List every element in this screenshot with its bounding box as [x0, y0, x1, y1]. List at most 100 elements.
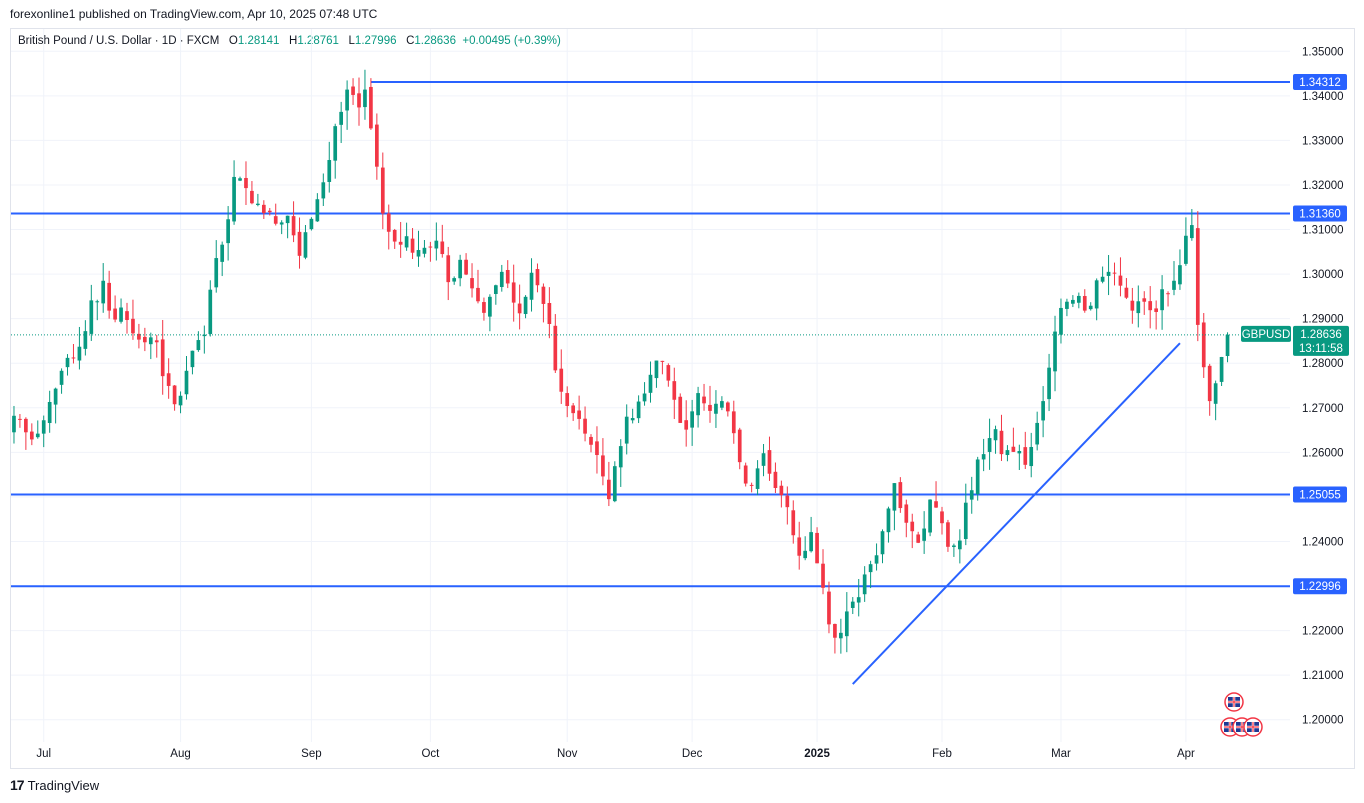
candle-body-up — [41, 420, 46, 434]
candle-body-down — [1148, 301, 1153, 311]
candle-body-down — [743, 465, 748, 484]
symbol-badge — [1241, 325, 1291, 342]
legend-symbol[interactable]: British Pound / U.S. Dollar · 1D · FXCM — [18, 35, 220, 47]
x-tick-label: 2025 — [804, 748, 830, 760]
candle-body-up — [214, 258, 219, 288]
price-axis[interactable]: 1.200001.210001.220001.230001.240001.250… — [1302, 46, 1344, 726]
candle-body-down — [1023, 447, 1028, 465]
candle-body-up — [178, 395, 183, 406]
x-tick-label: Oct — [421, 748, 440, 760]
candle-body-down — [107, 282, 111, 311]
time-axis[interactable]: Jul Aug Sep Oct Nov Dec 2025 Feb Mar Apr — [36, 748, 1195, 760]
candle-body-down — [1011, 446, 1016, 452]
candle-body-down — [785, 495, 790, 508]
candle-body-down — [684, 420, 689, 430]
candle-body-up — [59, 370, 64, 385]
candle-body-up — [1005, 450, 1010, 456]
candle-body-down — [137, 333, 141, 340]
y-tick-label: 1.29000 — [1302, 314, 1344, 326]
x-tick-label: Dec — [682, 748, 703, 760]
y-tick-label: 1.20000 — [1302, 715, 1344, 727]
candle-body-up — [65, 357, 70, 368]
candle-body-up — [969, 490, 974, 500]
economic-event-icons[interactable] — [1220, 692, 1263, 737]
symbol-legend: British Pound / U.S. Dollar · 1D · FXCM … — [18, 35, 561, 47]
level-badge-label: 1.31360 — [1299, 208, 1341, 220]
y-tick-label: 1.28000 — [1302, 358, 1344, 370]
candle-body-down — [559, 368, 564, 392]
candle-body-up — [654, 360, 659, 379]
candle-body-down — [172, 385, 177, 405]
candle-body-down — [607, 479, 611, 500]
symbol-badge-label: GBPUSD — [1242, 329, 1291, 341]
candlestick-series — [12, 69, 1230, 654]
candle-body-down — [571, 405, 576, 414]
candle-body-up — [452, 278, 457, 282]
candle-body-up — [952, 545, 956, 548]
candle-body-up — [279, 222, 284, 225]
candle-body-up — [89, 300, 94, 334]
candle-body-up — [190, 350, 195, 368]
tradingview-brand: TradingView — [27, 777, 100, 793]
candle-body-down — [375, 124, 379, 167]
candle-body-up — [285, 215, 290, 224]
level-badge — [1293, 73, 1347, 90]
candle-body-up — [1136, 301, 1141, 314]
candle-body-up — [1076, 295, 1081, 303]
candle-body-up — [309, 218, 314, 230]
candle-body-down — [392, 229, 397, 242]
candle-body-down — [565, 393, 570, 406]
candle-body-down — [767, 450, 772, 474]
candle-body-up — [345, 89, 349, 111]
candle-body-up — [636, 401, 641, 419]
legend-high-value: 1.28761 — [297, 35, 339, 47]
candle-body-down — [386, 213, 391, 232]
candle-body-up — [856, 597, 861, 603]
candle-body-up — [148, 337, 153, 345]
x-tick-label: Feb — [932, 748, 952, 760]
candle-body-down — [946, 522, 950, 547]
candle-body-up — [1035, 422, 1040, 445]
candle-body-up — [1178, 265, 1182, 285]
candle-body-down — [553, 325, 558, 371]
chart-frame[interactable] — [10, 28, 1355, 769]
y-tick-label: 1.26000 — [1302, 447, 1344, 459]
candle-body-up — [963, 502, 968, 540]
candle-body-up — [1094, 280, 1099, 309]
candle-body-up — [630, 418, 635, 421]
trendline-group[interactable] — [852, 342, 1181, 685]
x-tick-label: Apr — [1177, 748, 1195, 760]
uk-event-icon[interactable] — [1224, 692, 1244, 712]
candle-body-up — [1065, 301, 1069, 309]
candle-body-down — [297, 231, 302, 256]
candle-body-down — [440, 241, 445, 255]
candle-body-down — [601, 455, 605, 477]
candle-body-up — [993, 429, 998, 441]
candle-body-up — [238, 178, 242, 181]
candle-body-down — [1118, 275, 1123, 286]
candle-body-down — [369, 86, 373, 129]
candle-body-down — [797, 537, 802, 556]
legend-low-value: 1.27996 — [354, 35, 397, 47]
candle-body-up — [850, 601, 855, 608]
candle-body-up — [303, 232, 308, 258]
candle-body-down — [71, 357, 76, 359]
uk-event-icon[interactable] — [1243, 717, 1263, 737]
candle-body-up — [803, 550, 808, 559]
horizontal-levels[interactable] — [11, 80, 1290, 588]
candle-body-up — [987, 438, 992, 452]
candle-body-down — [166, 373, 171, 386]
candle-body-up — [922, 528, 926, 541]
candle-body-up — [488, 296, 492, 317]
tradingview-footer[interactable]: 17 TradingView — [10, 777, 99, 793]
candle-body-up — [83, 331, 88, 349]
candle-body-up — [12, 415, 16, 433]
publisher-note: forexonline1 published on TradingView.co… — [10, 7, 378, 21]
y-tick-label: 1.21000 — [1302, 670, 1344, 682]
y-tick-label: 1.34000 — [1302, 91, 1344, 103]
y-tick-label: 1.31000 — [1302, 225, 1344, 237]
candle-body-up — [624, 416, 629, 444]
candle-body-down — [1142, 298, 1147, 302]
candle-body-down — [1112, 272, 1117, 274]
